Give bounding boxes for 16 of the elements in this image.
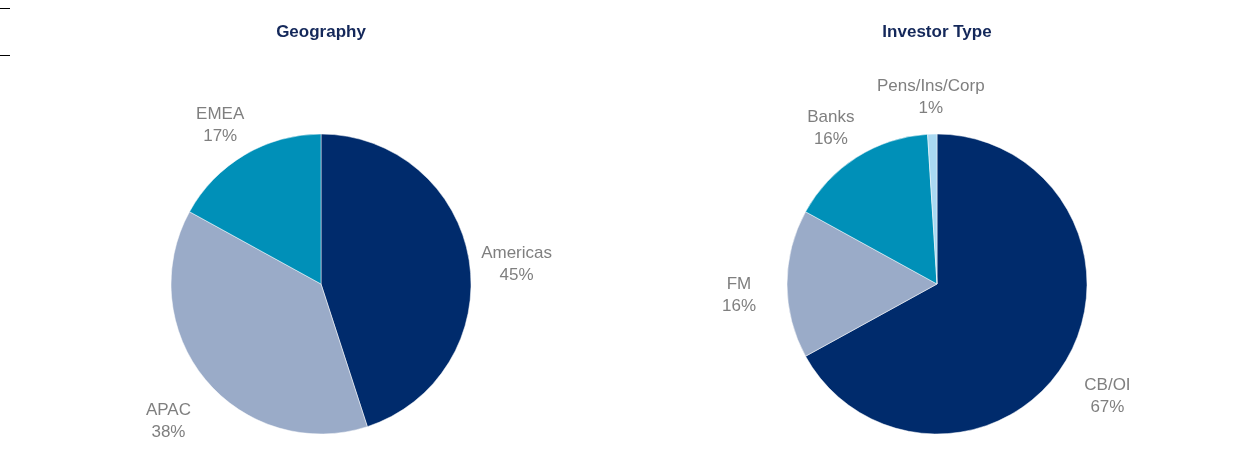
slice-label: EMEA bbox=[196, 103, 245, 123]
slice-label: APAC bbox=[145, 400, 191, 420]
slice-label: Banks bbox=[807, 106, 855, 126]
data-label: 67% bbox=[1090, 396, 1125, 416]
chart-title: Geography bbox=[276, 22, 367, 41]
slice-label: Pens/Ins/Corp bbox=[876, 76, 985, 96]
data-label: 45% bbox=[499, 265, 534, 285]
data-label: 16% bbox=[721, 296, 757, 315]
slice-label: FM bbox=[726, 274, 752, 293]
slice-label: Americas bbox=[481, 243, 552, 263]
slice-label: CB/OI bbox=[1084, 374, 1131, 394]
data-label: 16% bbox=[813, 128, 848, 148]
data-label: 17% bbox=[203, 125, 238, 145]
data-label: 1% bbox=[918, 98, 944, 118]
data-label: 38% bbox=[151, 422, 186, 442]
chart-title: Investor Type bbox=[882, 22, 992, 41]
